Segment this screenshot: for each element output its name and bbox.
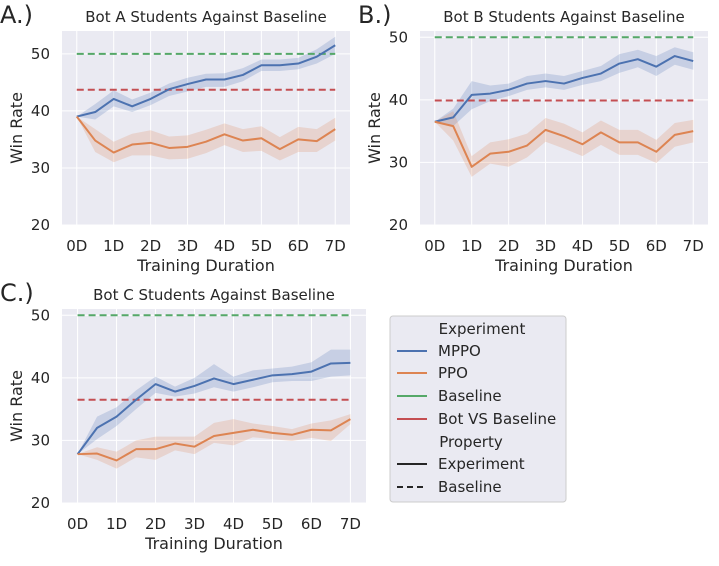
legend-label-baseline-property: Baseline [438,478,502,496]
y-axis-label: Win Rate [7,92,26,164]
chart-title: Bot A Students Against Baseline [85,8,327,26]
x-tick-label: 4D [214,237,235,255]
series-line-ppo [75,115,336,154]
legend-label-mppo: MPPO [438,342,481,360]
legend-label-bot-vs-baseline: Bot VS Baseline [438,410,556,428]
x-tick-label: 7D [340,515,361,533]
confidence-band-ppo [76,116,336,163]
y-tick-label: 50 [31,306,50,324]
x-tick-label: 1D [461,237,482,255]
y-axis-label: Win Rate [7,370,26,442]
legend: Experiment MPPO PPO Baseline Bot VS Base… [389,315,567,503]
x-tick-label: 5D [262,515,283,533]
x-axis-label: Training Duration [136,256,275,275]
x-tick-label: 6D [646,237,667,255]
chart-panel-b: 0D 1D 2D 3D 4D 5D 6D 7D 20 30 40 50 Bot B Students A… [358,1,708,275]
y-tick-label: 20 [31,494,50,512]
x-tick-label: 5D [251,237,272,255]
x-tick-label: 3D [184,515,205,533]
legend-frame [389,315,567,503]
x-tick-label: 2D [145,515,166,533]
x-tick-label: 2D [140,237,161,255]
legend-title-property: Property [439,433,503,451]
legend-label-baseline: Baseline [438,387,502,405]
x-tick-label: 4D [223,515,244,533]
x-tick-label: 3D [535,237,556,255]
y-tick-label: 50 [31,45,50,63]
x-tick-label: 6D [288,237,309,255]
x-tick-label: 0D [67,515,88,533]
panel-label: B.) [358,1,391,29]
chart-panel-a: 0D 1D 2D 3D 4D 5D 6D 7D 20 30 40 50 Bot A Students A… [0,1,350,275]
series-line-mppo [76,361,351,455]
x-tick-label: 6D [301,515,322,533]
legend-label-ppo: PPO [438,364,468,382]
series-line-mppo [434,55,694,123]
plot-area [420,31,708,225]
chart-title: Bot B Students Against Baseline [443,8,685,26]
legend-label-experiment: Experiment [438,455,525,473]
y-tick-label: 20 [389,216,408,234]
x-tick-label: 2D [498,237,519,255]
x-tick-label: 7D [325,237,346,255]
y-tick-label: 30 [31,159,50,177]
x-tick-label: 7D [683,237,704,255]
x-tick-label: 0D [424,237,445,255]
y-tick-label: 50 [389,28,408,46]
series-line-mppo [76,44,336,118]
chart-panel-c: 0D 1D 2D 3D 4D 5D 6D 7D 20 30 40 50 Bot C Students A… [0,279,366,553]
x-tick-label: 4D [572,237,593,255]
x-tick-label: 0D [66,237,87,255]
confidence-band-ppo [434,111,694,177]
chart-title: Bot C Students Against Baseline [93,286,335,304]
x-tick-label: 1D [103,237,124,255]
y-tick-label: 30 [31,431,50,449]
y-tick-label: 30 [389,153,408,171]
x-axis-label: Training Duration [494,256,633,275]
y-tick-label: 40 [31,369,50,387]
panel-label: C.) [0,279,34,307]
x-tick-label: 5D [609,237,630,255]
y-tick-label: 20 [31,216,50,234]
series-line-ppo [77,418,351,462]
confidence-band-mppo [76,36,336,120]
confidence-band-mppo [77,349,351,455]
x-axis-label: Training Duration [144,534,283,553]
y-tick-label: 40 [31,102,50,120]
legend-title-experiment: Experiment [439,320,526,338]
plot-area [62,31,350,225]
confidence-band-ppo [77,414,351,469]
series-line-ppo [434,120,694,168]
x-tick-label: 1D [106,515,127,533]
panel-label: A.) [0,1,33,29]
confidence-band-mppo [434,47,694,127]
x-tick-label: 3D [177,237,198,255]
y-tick-label: 40 [389,91,408,109]
y-axis-label: Win Rate [365,92,384,164]
plot-area [62,309,366,503]
